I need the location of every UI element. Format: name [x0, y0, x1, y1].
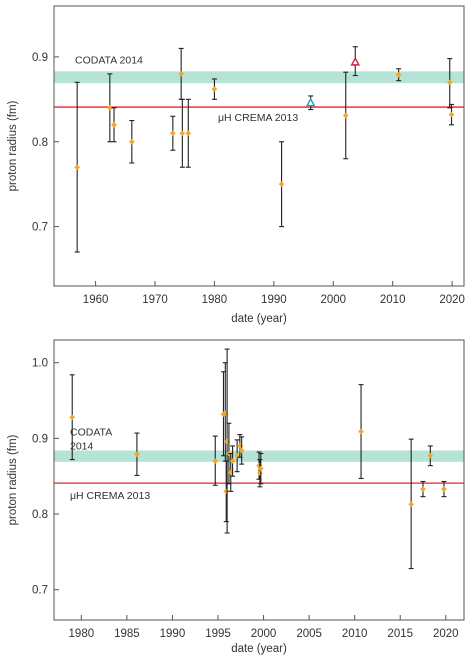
chart1-data-point: [178, 70, 185, 77]
chart2-data-point: [256, 470, 263, 477]
chart1-data-point: [169, 130, 176, 137]
chart1-data-point: [179, 130, 186, 137]
chart1-y-tick-label: 0.8: [32, 137, 48, 149]
chart2-data-point: [420, 486, 426, 493]
chart1-y-axis-label: proton radius (fm): [7, 100, 19, 191]
chart1-data-point: [128, 138, 135, 145]
chart2-x-tick-label: 2015: [387, 628, 413, 640]
chart2-x-tick-label: 2005: [296, 628, 322, 640]
chart1-crema-label: μH CREMA 2013: [218, 112, 298, 124]
chart1-y-tick-label: 0.9: [32, 52, 48, 64]
chart1-data-point: [185, 130, 192, 137]
chart2-x-tick-label: 1980: [69, 628, 95, 640]
chart1-x-tick-label: 1960: [83, 294, 109, 306]
chart2-data-point: [238, 447, 245, 454]
chart1-data-point: [448, 111, 455, 118]
chart1-data-point: [446, 79, 453, 86]
chart2-x-tick-label: 1985: [114, 628, 140, 640]
chart2-x-tick-label: 1990: [160, 628, 186, 640]
chart2-codata-label-line: 2014: [70, 440, 94, 452]
chart1-x-tick-label: 1970: [142, 294, 168, 306]
chart2-x-axis-label: date (year): [231, 643, 287, 655]
chart2-crema-label: μH CREMA 2013: [70, 490, 150, 502]
chart1-data-point-triangle: [305, 97, 316, 107]
chart2-data-point: [133, 451, 140, 458]
chart1-codata-band: [54, 71, 464, 84]
chart-top: 1960 1970 1980 1990 2000 2010 2020 0.7 0.8 0.9 dat…: [7, 5, 465, 325]
chart2-y-axis-label: proton radius (fm): [7, 434, 19, 525]
chart2-data-point: [212, 458, 219, 465]
chart1-x-tick-label: 1990: [261, 294, 287, 306]
chart1-plot-frame: [53, 5, 465, 287]
chart2-data-point: [229, 458, 236, 465]
chart2-x-tick-label: 2020: [433, 628, 459, 640]
chart1-x-tick-label: 2020: [439, 294, 465, 306]
chart2-y-tick-label: 0.7: [32, 585, 48, 597]
chart1-data-point: [106, 104, 113, 111]
chart2-data-point: [441, 486, 447, 493]
chart1-data-point: [74, 164, 81, 171]
chart2-data-point: [223, 488, 230, 495]
chart2-codata-label-line: CODATA: [70, 426, 112, 438]
chart2-data-point: [408, 501, 415, 508]
chart2-y-tick-label: 0.9: [32, 433, 48, 445]
chart1-x-tick-label: 2000: [320, 294, 346, 306]
chart2-x-tick-label: 2010: [342, 628, 368, 640]
chart1-data-point: [278, 181, 285, 188]
chart1-x-tick-label: 2010: [380, 294, 406, 306]
chart2-data-point: [257, 465, 264, 472]
chart2-x-tick-label: 1995: [205, 628, 231, 640]
chart2-data-point: [427, 452, 434, 459]
chart2-y-tick-label: 1.0: [32, 358, 48, 370]
chart2-y-tick-label: 0.8: [32, 509, 48, 521]
chart1-data-point: [111, 121, 117, 128]
chart2-plot-frame: [53, 339, 465, 621]
chart1-data-point: [395, 71, 402, 78]
chart2-x-tick-label: 2000: [251, 628, 277, 640]
chart1-data-point: [342, 112, 349, 119]
chart1-data-point: [211, 86, 218, 93]
chart2-data-point: [358, 428, 364, 435]
chart1-x-axis-label: date (year): [231, 313, 287, 325]
chart2-data-point: [69, 414, 76, 421]
chart1-y-tick-label: 0.7: [32, 222, 48, 234]
chart1-codata-label: CODATA 2014: [75, 54, 143, 66]
chart-bottom: 1980 1985 1990 1995 2000 2005 2010 2015 2020 0.7 0…: [7, 339, 465, 655]
chart1-x-tick-label: 1980: [202, 294, 228, 306]
chart1-data-point-triangle: [350, 56, 361, 66]
